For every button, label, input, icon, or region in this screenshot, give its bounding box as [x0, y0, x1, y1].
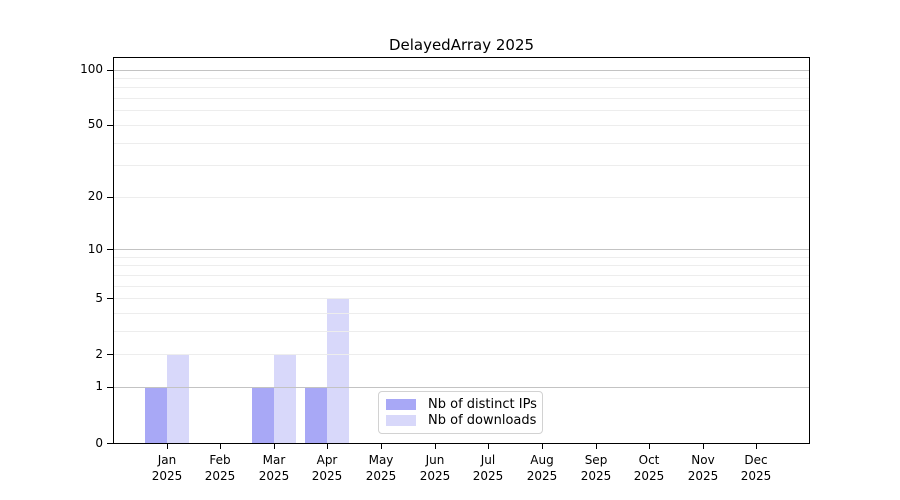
x-axis-label-sep: Sep 2025 — [580, 453, 612, 483]
y-tick-100 — [107, 70, 113, 71]
y-tick-50 — [107, 125, 113, 126]
y-tick-0 — [107, 443, 113, 444]
gridline-major-1 — [114, 386, 809, 388]
y-tick-10 — [107, 249, 113, 250]
x-axis-label-may: May 2025 — [365, 453, 397, 483]
x-axis-label-aug: Aug 2025 — [526, 453, 558, 483]
gridline-minor-30 — [114, 165, 809, 167]
x-axis-label-jan: Jan 2025 — [151, 453, 183, 483]
gridline-minor-9 — [114, 256, 809, 258]
x-axis-label-oct: Oct 2025 — [633, 453, 665, 483]
y-axis-label-0: 0 — [95, 436, 103, 450]
x-tick-feb — [220, 444, 221, 449]
bar-downloads-jan — [166, 354, 189, 443]
x-tick-jan — [167, 444, 168, 449]
legend-swatch-downloads — [386, 415, 416, 427]
y-axis-label-20: 20 — [87, 189, 103, 203]
gridline-minor-5 — [114, 298, 809, 300]
x-tick-dec — [756, 444, 757, 449]
gridline-major-10 — [114, 249, 809, 250]
gridline-minor-4 — [114, 312, 809, 314]
legend-label-distinct-ips: Nb of distinct IPs — [428, 396, 537, 412]
x-axis-label-feb: Feb 2025 — [204, 453, 236, 483]
bar-downloads-apr — [327, 298, 350, 443]
y-tick-1 — [107, 387, 113, 388]
legend-item-downloads: Nb of downloads — [386, 413, 537, 429]
y-axis-label-2: 2 — [95, 347, 103, 361]
x-axis-label-apr: Apr 2025 — [311, 453, 343, 483]
gridline-minor-40 — [114, 142, 809, 144]
gridline-minor-60 — [114, 110, 809, 112]
x-tick-may — [381, 444, 382, 449]
x-axis-label-mar: Mar 2025 — [258, 453, 290, 483]
gridline-minor-2 — [114, 354, 809, 356]
x-tick-oct — [649, 444, 650, 449]
x-tick-apr — [327, 444, 328, 449]
legend-swatch-distinct-ips — [386, 398, 416, 410]
chart-title: DelayedArray 2025 — [388, 36, 535, 54]
y-axis-label-10: 10 — [87, 242, 103, 256]
x-tick-jul — [488, 444, 489, 449]
gridline-minor-90 — [114, 78, 809, 80]
gridline-minor-7 — [114, 274, 809, 276]
gridline-minor-20 — [114, 196, 809, 198]
bar-distinct-ips-jan — [144, 386, 167, 443]
x-tick-nov — [703, 444, 704, 449]
gridline-minor-3 — [114, 330, 809, 332]
plot-area — [113, 57, 810, 444]
x-axis-label-jul: Jul 2025 — [472, 453, 504, 483]
x-axis-label-nov: Nov 2025 — [687, 453, 719, 483]
gridline-minor-80 — [114, 87, 809, 89]
y-axis-label-5: 5 — [95, 291, 103, 305]
x-tick-mar — [274, 444, 275, 449]
bar-distinct-ips-apr — [305, 386, 328, 443]
y-tick-2 — [107, 354, 113, 355]
y-tick-20 — [107, 197, 113, 198]
legend-item-distinct-ips: Nb of distinct IPs — [386, 396, 537, 412]
y-tick-5 — [107, 298, 113, 299]
x-axis-label-dec: Dec 2025 — [740, 453, 772, 483]
gridline-minor-8 — [114, 265, 809, 267]
y-axis-label-50: 50 — [87, 117, 103, 131]
y-axis-label-1: 1 — [95, 379, 103, 393]
bar-distinct-ips-mar — [251, 386, 274, 443]
legend-label-downloads: Nb of downloads — [428, 413, 537, 429]
y-axis-label-100: 100 — [80, 62, 103, 76]
legend: Nb of distinct IPs Nb of downloads — [378, 391, 543, 434]
x-tick-sep — [596, 444, 597, 449]
gridline-minor-70 — [114, 98, 809, 100]
x-tick-aug — [542, 444, 543, 449]
x-tick-jun — [435, 444, 436, 449]
gridline-minor-6 — [114, 285, 809, 287]
bar-downloads-mar — [273, 354, 296, 443]
gridline-minor-50 — [114, 124, 809, 126]
x-axis-label-jun: Jun 2025 — [419, 453, 451, 483]
gridline-major-100 — [114, 69, 809, 71]
